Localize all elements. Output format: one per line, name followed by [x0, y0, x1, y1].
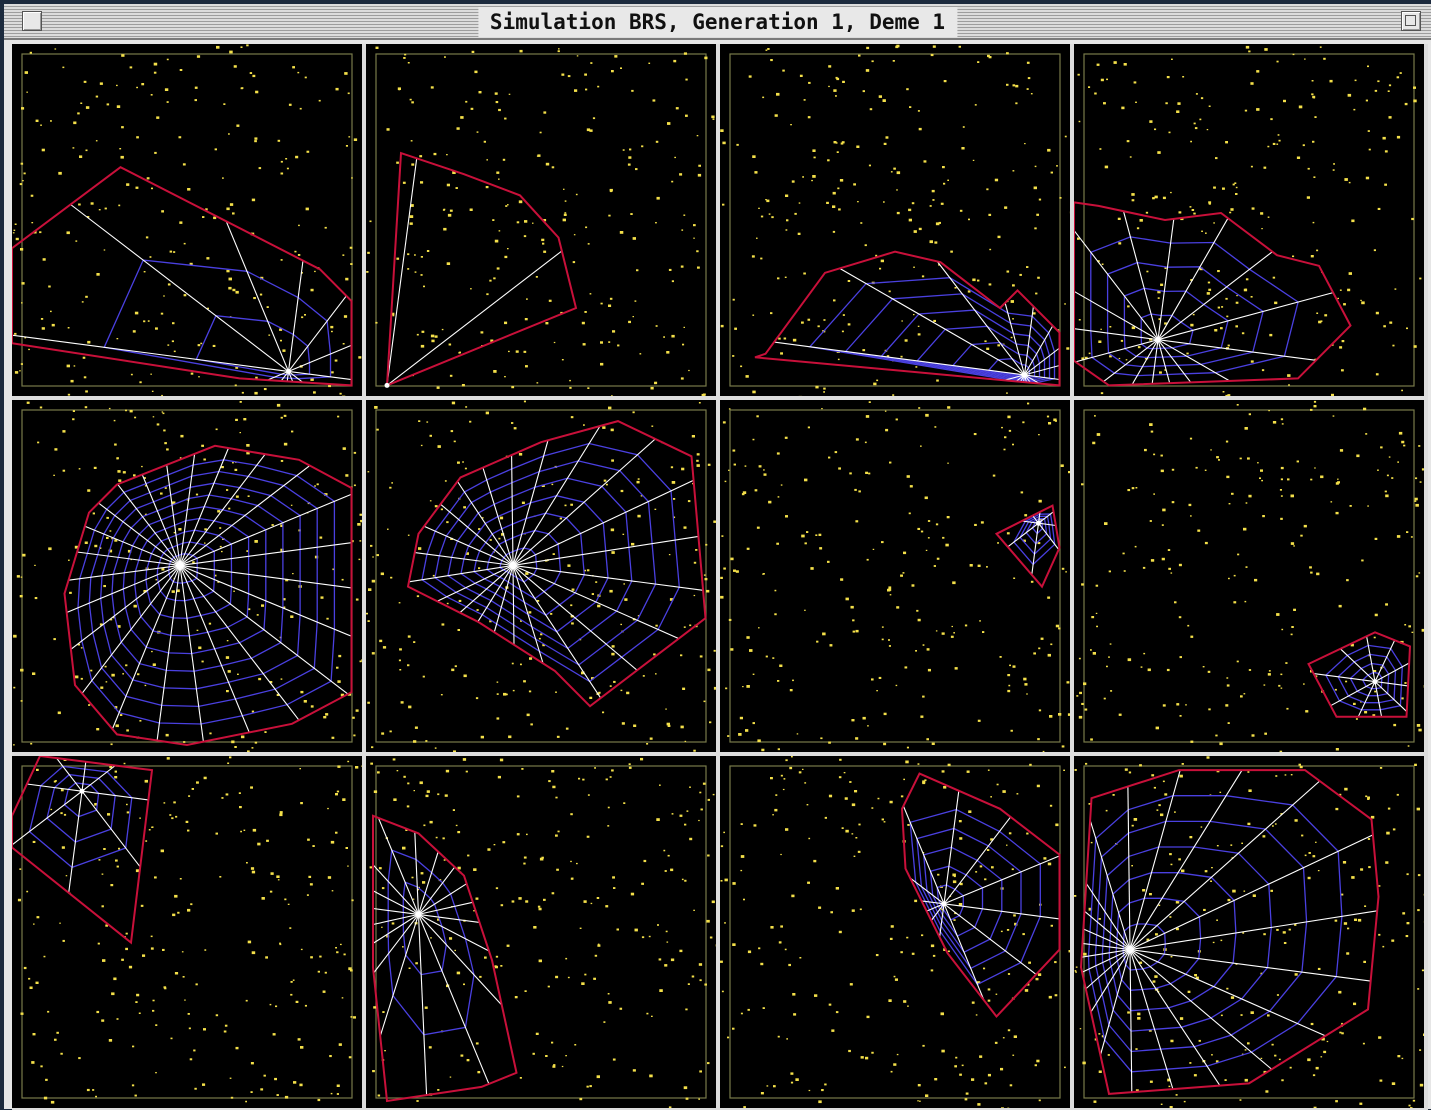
prey-dots — [366, 47, 714, 396]
web-canvas — [1074, 44, 1424, 396]
prey-dots — [366, 401, 716, 752]
web-radii — [387, 158, 562, 385]
web-spirals — [422, 444, 679, 682]
web-spirals — [1089, 796, 1342, 1072]
prey-dots — [720, 401, 1070, 752]
arena-border — [730, 410, 1060, 742]
web-frame — [387, 153, 576, 385]
web-canvas — [12, 400, 362, 752]
deme-panel-8 — [1074, 400, 1424, 752]
deme-panel-12 — [1074, 756, 1424, 1108]
web-hub — [1128, 947, 1133, 952]
deme-panel-4 — [1074, 44, 1424, 396]
window-title: Simulation BRS, Generation 1, Deme 1 — [478, 7, 957, 37]
deme-panel-9 — [12, 756, 362, 1108]
prey-dots — [13, 401, 362, 752]
web-frame — [373, 816, 517, 1101]
prey-dots — [1074, 756, 1424, 1108]
web-hub — [385, 383, 390, 388]
web-hub — [1036, 521, 1041, 526]
web-hub — [1373, 679, 1378, 684]
web-spirals — [1091, 237, 1298, 376]
web-spirals — [910, 810, 1040, 985]
web-hub — [416, 912, 421, 917]
deme-panel-7 — [720, 400, 1070, 752]
prey-dots — [370, 758, 716, 1108]
prey-dots — [13, 44, 361, 396]
web-frame — [408, 421, 706, 706]
web-canvas — [720, 44, 1070, 396]
web-canvas — [1074, 400, 1424, 752]
web-hub — [942, 901, 947, 906]
arena-border — [1084, 410, 1414, 742]
web-hub — [1156, 337, 1161, 342]
web-hub — [511, 563, 516, 568]
web-radii — [12, 205, 352, 383]
web-spirals — [1326, 645, 1402, 709]
deme-panel-2 — [366, 44, 716, 396]
deme-panel-1 — [12, 44, 362, 396]
prey-dots — [720, 756, 1070, 1108]
zoom-box-icon[interactable] — [1401, 11, 1421, 31]
web-hub — [286, 369, 291, 374]
web-canvas — [12, 756, 362, 1108]
deme-panel-grid — [12, 44, 1428, 1110]
web-canvas — [720, 756, 1070, 1108]
web-spirals — [388, 850, 474, 1035]
arena-border — [376, 54, 706, 386]
web-hub — [1022, 372, 1027, 377]
web-radii — [1082, 770, 1378, 1092]
deme-panel-10 — [366, 756, 716, 1108]
simulation-window: Simulation BRS, Generation 1, Deme 1 — [4, 4, 1431, 1109]
web-canvas — [366, 756, 716, 1108]
web-canvas — [366, 44, 716, 396]
deme-panel-3 — [720, 44, 1070, 396]
close-box-icon[interactable] — [22, 11, 42, 31]
web-spirals — [30, 766, 132, 867]
web-canvas — [366, 400, 716, 752]
arena-border — [1084, 766, 1414, 1098]
web-hub — [178, 563, 183, 568]
deme-panel-5 — [12, 400, 362, 752]
deme-panel-6 — [366, 400, 716, 752]
web-canvas — [720, 400, 1070, 752]
web-hub — [80, 789, 85, 794]
web-radii — [1074, 211, 1333, 384]
prey-dots — [1077, 46, 1421, 396]
web-radii — [373, 818, 502, 1095]
web-canvas — [1074, 756, 1424, 1108]
arena-border — [376, 410, 706, 742]
arena-border — [22, 54, 352, 386]
title-bar[interactable]: Simulation BRS, Generation 1, Deme 1 — [4, 4, 1431, 40]
prey-dots — [1076, 401, 1424, 752]
web-canvas — [12, 44, 362, 396]
deme-panel-11 — [720, 756, 1070, 1108]
